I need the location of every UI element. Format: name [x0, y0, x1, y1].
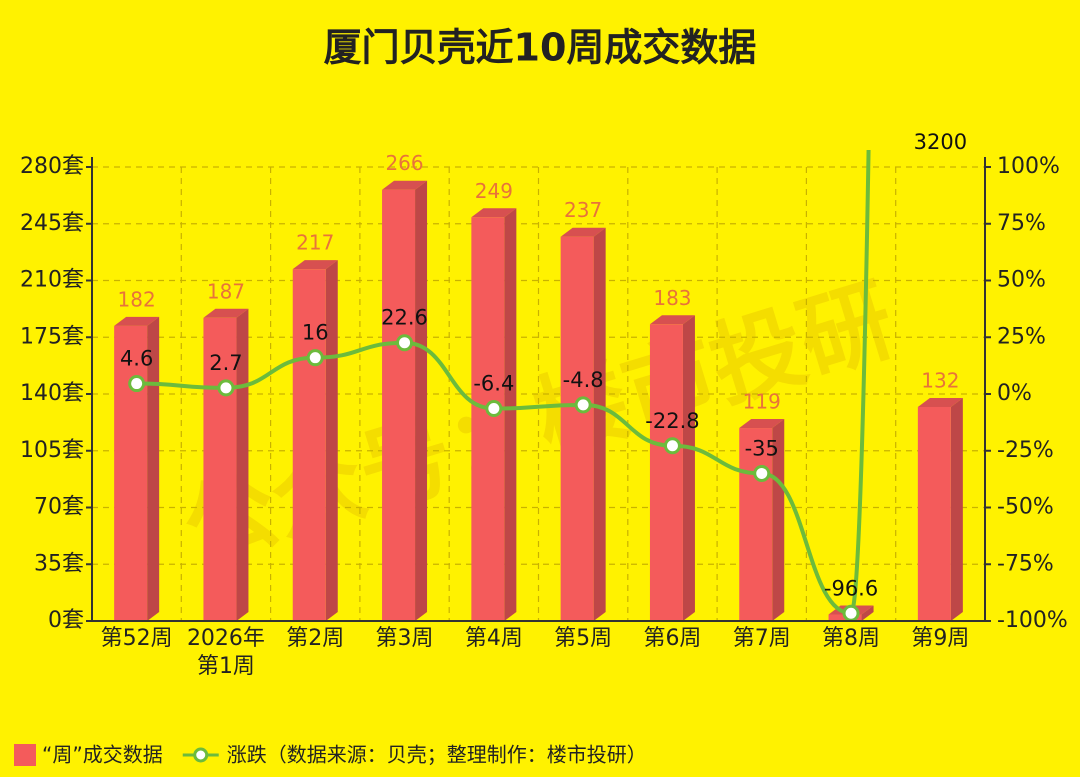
line-marker	[663, 437, 681, 455]
y-tick-label: 175套	[20, 324, 84, 349]
line-value-label: 3200	[914, 130, 967, 154]
bar-value-label: 183	[653, 286, 691, 310]
x-tick-label: 第5周	[554, 626, 613, 651]
bar-top	[382, 180, 428, 190]
legend-swatch	[14, 744, 36, 766]
bar-side	[861, 605, 874, 621]
chart-title: 厦门贝壳近10周成交数据	[324, 26, 757, 70]
bar-value-label: 217	[296, 231, 334, 255]
y2-tick-label: 50%	[997, 268, 1046, 293]
line	[136, 150, 871, 616]
bar-top	[292, 260, 338, 270]
line-marker	[485, 400, 503, 418]
x-tick-label: 第4周	[464, 626, 523, 651]
y-tick-label: 280套	[20, 154, 84, 179]
x-tick-label: 第9周	[911, 626, 970, 651]
bar-side	[682, 315, 695, 621]
line-marker	[306, 349, 324, 367]
x-tick-label: 第8周	[822, 626, 881, 651]
bar-value-label: 119	[743, 390, 781, 414]
x-tick-label: 2026年第1周	[186, 626, 265, 679]
line-value-label: 2.7	[209, 351, 242, 375]
bar-top	[560, 227, 606, 237]
bar-top	[471, 208, 517, 218]
y2-tick-label: 0%	[997, 381, 1032, 406]
bar	[471, 217, 505, 621]
bar-top	[739, 419, 785, 429]
x-tick-label: 第2周	[286, 626, 345, 651]
y2-tick-label: -100%	[997, 608, 1068, 633]
bar-value-label: 132	[921, 368, 959, 392]
bar-value-label: 237	[564, 198, 602, 222]
line-marker	[396, 334, 414, 352]
line-value-label: -35	[745, 436, 779, 460]
line-marker	[842, 604, 860, 622]
bar-value-label: 266	[385, 151, 423, 175]
bar-top	[917, 397, 963, 407]
y-tick-label: 245套	[20, 211, 84, 236]
y-tick-label: 35套	[34, 551, 84, 576]
bar-side	[772, 419, 785, 621]
y2-tick-label: -75%	[997, 551, 1054, 576]
bar-value-label: 182	[118, 287, 156, 311]
x-tick-label: 第3周	[375, 626, 434, 651]
line-marker	[753, 464, 771, 482]
bar	[382, 189, 416, 621]
bar-side	[147, 316, 160, 621]
bar-side	[325, 260, 338, 621]
bar-value-label: 249	[475, 179, 513, 203]
bar-side	[415, 180, 428, 621]
line-marker	[217, 379, 235, 397]
bar	[292, 269, 326, 621]
line-value-label: -22.8	[645, 409, 699, 433]
y2-tick-label: 25%	[997, 324, 1046, 349]
x-tick-label: 第7周	[732, 626, 791, 651]
bar	[560, 236, 594, 621]
line-value-label: -4.8	[563, 368, 604, 392]
line-value-label: 4.6	[120, 347, 153, 371]
bar	[114, 325, 148, 621]
bar	[203, 317, 237, 621]
y-tick-label: 105套	[20, 438, 84, 463]
legend-label: 涨跌（数据来源：贝壳；整理制作：楼市投研）	[227, 743, 647, 767]
x-tick-label: 第6周	[643, 626, 702, 651]
legend-label: “周”成交数据	[42, 743, 163, 767]
bar-side	[504, 208, 517, 621]
x-tick-label: 第52周	[100, 626, 173, 651]
bar-side	[950, 397, 963, 621]
line-marker	[128, 375, 146, 393]
bar-top	[649, 315, 695, 325]
bar	[649, 324, 683, 621]
y2-tick-label: -25%	[997, 438, 1054, 463]
bar	[739, 428, 773, 621]
line-value-label: 16	[302, 321, 329, 345]
y-tick-label: 140套	[20, 381, 84, 406]
y2-tick-label: 100%	[997, 154, 1060, 179]
legend-swatch	[193, 747, 209, 763]
y-tick-label: 70套	[34, 495, 84, 520]
line-value-label: 22.6	[381, 306, 428, 330]
bar	[917, 406, 951, 621]
line-group	[128, 150, 871, 622]
y2-tick-label: -50%	[997, 495, 1054, 520]
bar-side	[593, 227, 606, 621]
line-value-label: -96.6	[824, 576, 878, 600]
line-value-label: -6.4	[473, 372, 514, 396]
bar-top	[114, 316, 160, 326]
y2-tick-label: 75%	[997, 211, 1046, 236]
y-tick-label: 210套	[20, 268, 84, 293]
bar-value-label: 187	[207, 279, 245, 303]
bar-top	[203, 308, 249, 318]
line-marker	[574, 396, 592, 414]
y-tick-label: 0套	[48, 608, 84, 633]
